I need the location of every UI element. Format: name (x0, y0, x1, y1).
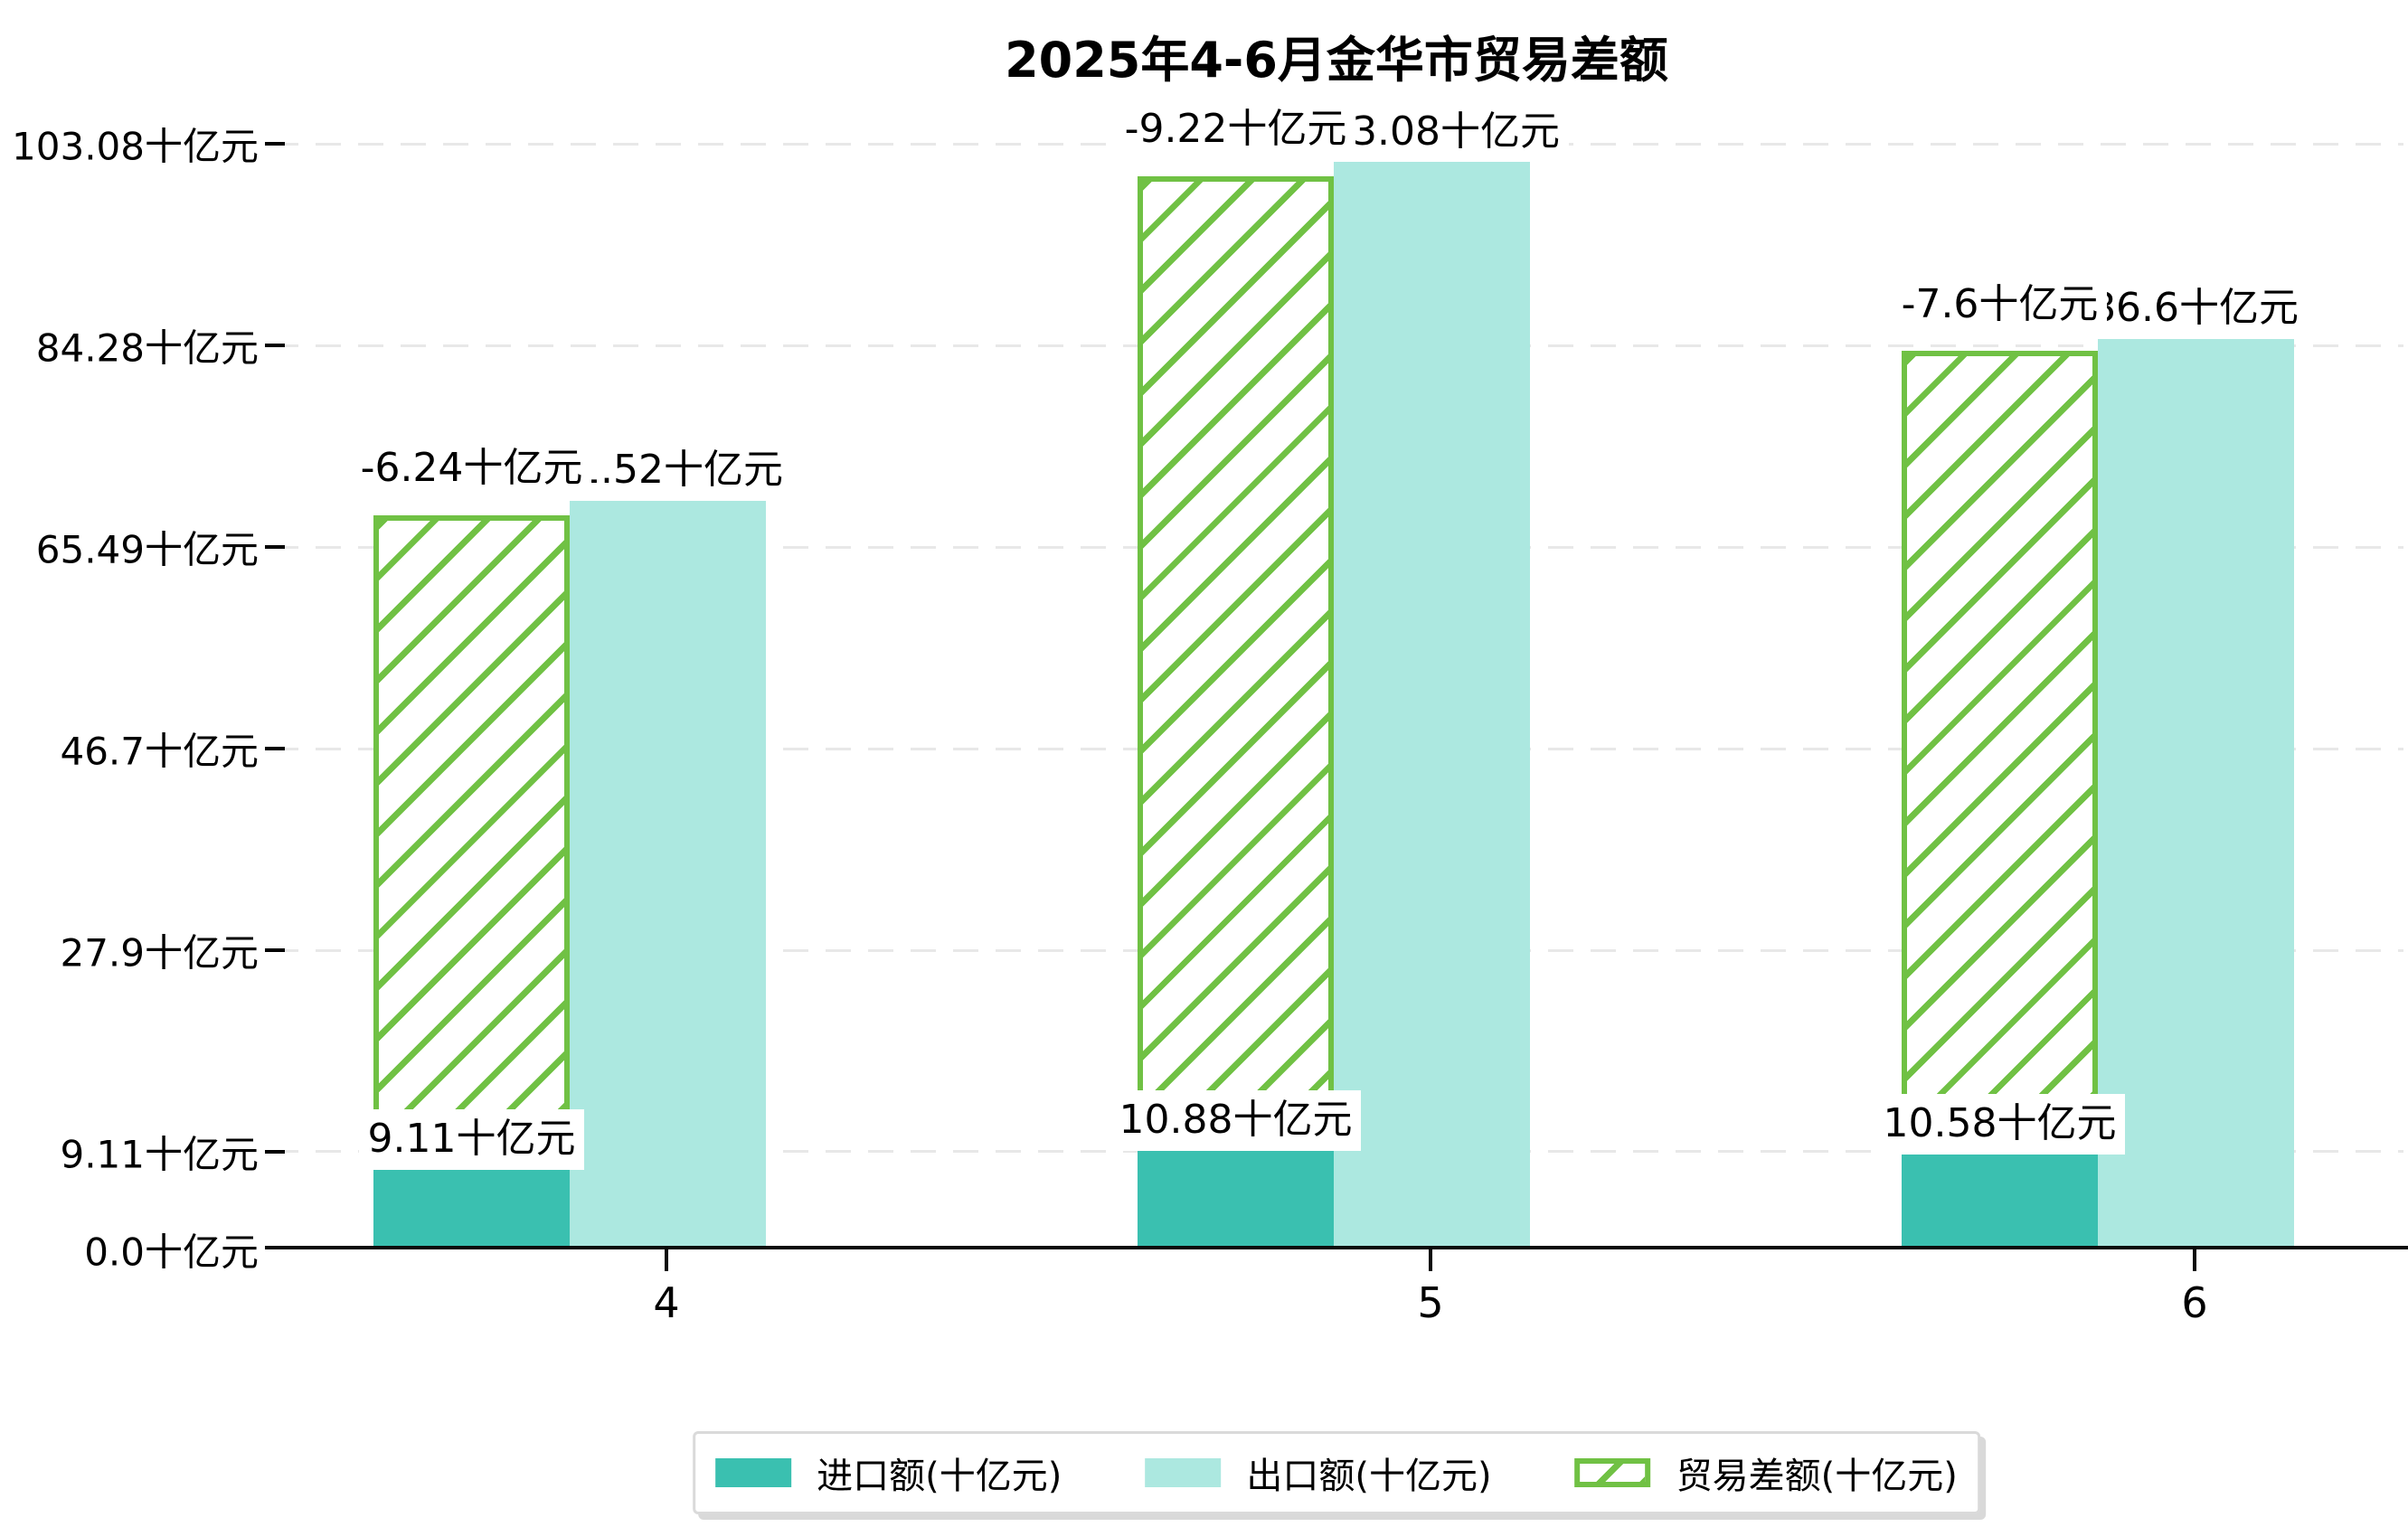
y-tick-label: 84.28十亿元 (35, 325, 259, 371)
bar-export (570, 500, 766, 1249)
legend-item-label: 贸易差额(十亿元) (1676, 1456, 1958, 1497)
legend-item: 出口额(十亿元) (1145, 1447, 1492, 1499)
bar-import (1902, 1154, 2098, 1249)
x-tick-mark (665, 1249, 668, 1271)
bar-import (373, 1169, 570, 1249)
x-axis-line (265, 1246, 2408, 1249)
bar-export (1334, 162, 1530, 1249)
y-tick-label: 0.0十亿元 (84, 1230, 259, 1275)
value-label-trade-balance: -6.24十亿元 (351, 438, 592, 499)
y-tick-mark (265, 344, 285, 348)
legend-item: 贸易差额(十亿元) (1574, 1447, 1958, 1499)
y-tick-label: 65.49十亿元 (35, 527, 259, 572)
legend-swatch-solid-teal (715, 1458, 792, 1487)
x-tick-label: 4 (653, 1278, 680, 1327)
chart-title: 2025年4-6月金华市贸易差额 (1005, 32, 1668, 89)
value-label-export: 86.6十亿元 (2082, 278, 2308, 339)
value-label-trade-balance: -9.22十亿元 (1115, 99, 1356, 161)
value-label-import: 10.88十亿元 (1110, 1090, 1362, 1151)
y-tick-mark (265, 142, 285, 146)
x-tick-label: 5 (1417, 1278, 1444, 1327)
bar-trade-balance (1138, 176, 1334, 1249)
x-tick-label: 6 (2181, 1278, 2208, 1327)
y-tick-mark (265, 948, 285, 953)
y-tick-mark (265, 1149, 285, 1154)
value-label-import: 9.11十亿元 (358, 1109, 585, 1170)
y-tick-label: 103.08十亿元 (12, 124, 259, 169)
y-tick-label: 27.9十亿元 (60, 930, 259, 976)
y-tick-label: 9.11十亿元 (60, 1132, 259, 1177)
legend-swatch-solid-lightteal (1145, 1458, 1222, 1487)
y-tick-label: 46.7十亿元 (60, 729, 259, 774)
legend-item: 进口额(十亿元) (715, 1447, 1062, 1499)
x-tick-mark (1429, 1249, 1432, 1271)
x-tick-mark (2193, 1249, 2196, 1271)
legend-item-label: 进口额(十亿元) (817, 1456, 1062, 1497)
y-tick-mark (265, 545, 285, 550)
legend-swatch-hatched-green (1574, 1458, 1651, 1487)
value-label-import: 10.58十亿元 (1874, 1093, 2126, 1155)
bar-export (2098, 338, 2294, 1249)
legend-item-label: 出口额(十亿元) (1246, 1456, 1492, 1497)
value-label-trade-balance: -7.6十亿元 (1892, 274, 2108, 335)
legend: 进口额(十亿元) 出口额(十亿元) 贸易差额(十亿元) (693, 1431, 1980, 1514)
bar-import (1138, 1150, 1334, 1249)
y-tick-mark (265, 747, 285, 751)
